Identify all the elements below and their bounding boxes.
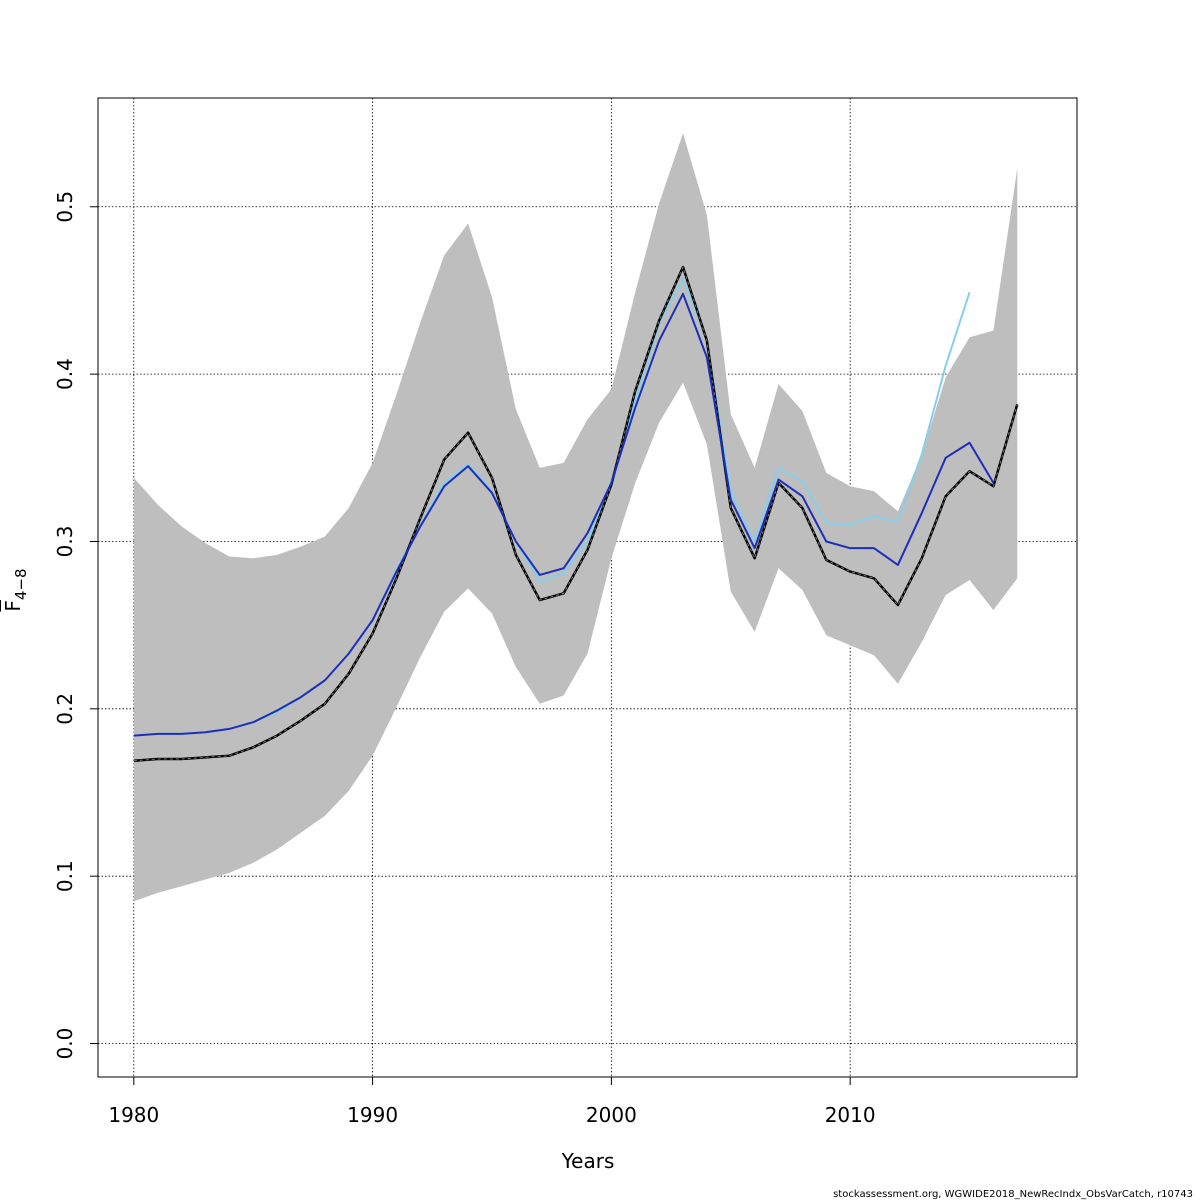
y-tick-label: 0.5 [53, 191, 77, 223]
y-tick-label: 0.0 [53, 1028, 77, 1060]
y-axis-title-subscript: 4−8 [12, 568, 30, 600]
confidence-band [133, 133, 1018, 902]
y-axis-title-group: F4−8 [1, 568, 30, 611]
series-line-3 [133, 292, 995, 737]
series-line-1 [133, 277, 971, 737]
y-tick-label: 0.1 [53, 860, 77, 892]
series-layer [133, 265, 1019, 762]
y-axis-title-main: F [1, 600, 25, 612]
footnote: stockassessment.org, WGWIDE2018_NewRecIn… [833, 1189, 1193, 1200]
x-tick-label: 1980 [108, 1103, 159, 1127]
series-line-2-dash [133, 265, 1018, 762]
y-axis-title: F4−8 [1, 568, 30, 611]
x-tick-label: 2010 [825, 1103, 876, 1127]
y-tick-label: 0.4 [53, 358, 77, 390]
y-tick-label: 0.2 [53, 693, 77, 725]
y-tick-label: 0.3 [53, 526, 77, 558]
x-axis: 1980 1990 2000 2010 [108, 1076, 876, 1127]
y-axis: 0.0 0.1 0.2 0.3 0.4 0.5 [53, 191, 99, 1060]
x-tick-label: 2000 [586, 1103, 637, 1127]
x-axis-title: Years [561, 1149, 615, 1173]
x-tick-label: 1990 [347, 1103, 398, 1127]
